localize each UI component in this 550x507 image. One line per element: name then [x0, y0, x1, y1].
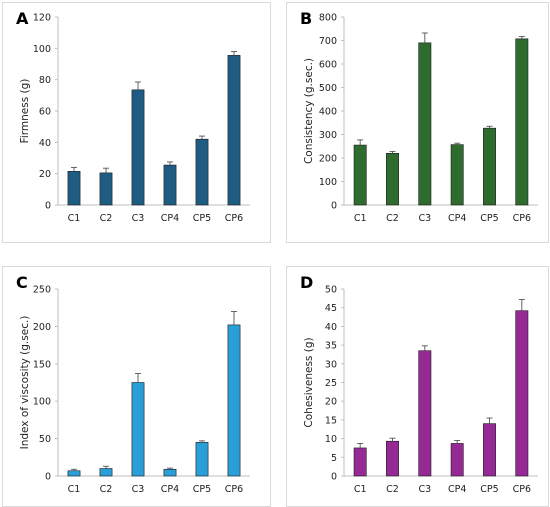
chart-panel-b: B 0 100 200 300 400 500 600 700 800 Consistency (g… [286, 2, 549, 243]
bar-c1 [67, 470, 81, 477]
x-tick-label: CP5 [193, 484, 211, 495]
y-tick-label: 250 [33, 285, 51, 296]
y-axis-label: Firmness (g) [19, 79, 31, 144]
bar-c2 [99, 172, 113, 206]
bar-cp4 [450, 443, 464, 477]
x-tick-label: C3 [418, 484, 431, 495]
y-tick-label: 0 [331, 201, 337, 212]
bar-c3 [418, 42, 432, 206]
x-tick-label: C3 [132, 213, 145, 224]
bar-cp5 [195, 442, 209, 477]
bar-c2 [386, 153, 399, 206]
x-tick-label: C1 [68, 484, 81, 495]
x-tick-label: CP6 [513, 213, 531, 224]
x-tick-label: C2 [386, 213, 399, 224]
x-tick-label: C2 [100, 213, 113, 224]
panel-label: C [16, 273, 28, 292]
panel-label: A [16, 9, 29, 28]
bar-c3 [131, 382, 145, 477]
y-tick-label: 0 [45, 472, 51, 483]
x-tick-label: C1 [354, 213, 367, 224]
y-tick-label: 150 [33, 359, 51, 370]
bar-c3 [131, 89, 145, 206]
y-axis-label: Cohesiveness (g) [303, 337, 315, 427]
y-tick-label: 20 [39, 169, 51, 180]
bar-cp4 [163, 164, 177, 206]
bar-c1 [67, 171, 81, 206]
y-tick-label: 15 [325, 415, 337, 426]
bar-cp6 [515, 38, 529, 206]
x-tick-label: C3 [418, 213, 431, 224]
y-tick-label: 300 [319, 130, 337, 141]
bar-cp4 [163, 468, 177, 477]
x-tick-label: CP6 [225, 484, 243, 495]
y-tick-label: 50 [325, 285, 337, 296]
x-tick-label: CP5 [480, 484, 498, 495]
bar-cp6 [515, 310, 529, 477]
y-tick-label: 700 [319, 36, 337, 47]
y-tick-label: 25 [325, 378, 337, 389]
y-tick-label: 0 [45, 201, 51, 212]
y-tick-label: 40 [325, 322, 337, 333]
chart-panel-c: C 0 50 100 150 200 250 Index of viscosity (g.se… [2, 266, 271, 507]
panel-label: B [300, 9, 312, 28]
x-tick-label: C2 [386, 484, 399, 495]
x-tick-label: C1 [354, 484, 367, 495]
bar-c3 [418, 350, 432, 477]
x-tick-label: CP5 [480, 213, 498, 224]
x-tick-label: C2 [100, 484, 113, 495]
y-tick-label: 35 [325, 341, 337, 352]
bar-cp6 [227, 324, 241, 477]
y-tick-label: 400 [319, 107, 337, 118]
y-tick-label: 80 [39, 75, 51, 86]
x-tick-label: CP4 [161, 213, 179, 224]
y-tick-label: 40 [39, 138, 51, 149]
y-tick-label: 100 [319, 177, 337, 188]
x-tick-label: CP4 [161, 484, 179, 495]
x-tick-label: CP5 [193, 213, 211, 224]
y-tick-label: 30 [325, 359, 337, 370]
y-tick-label: 600 [319, 60, 337, 71]
panel-border [286, 2, 549, 243]
x-tick-label: CP4 [448, 484, 466, 495]
bar-c2 [99, 468, 113, 477]
bar-c1 [353, 447, 367, 477]
bar-cp5 [483, 127, 496, 206]
y-tick-label: 10 [325, 434, 337, 445]
y-axis-label: Consistency (g.sec.) [303, 58, 315, 164]
chart-panel-d: D 0 5 10 15 20 25 30 35 40 45 50 Cohesiveness (g) C1 C… [286, 266, 549, 507]
y-tick-label: 800 [319, 13, 337, 24]
x-tick-label: C1 [68, 213, 81, 224]
y-tick-label: 5 [331, 453, 337, 464]
panel-border [2, 2, 271, 243]
y-tick-label: 200 [33, 322, 51, 333]
bar-cp5 [195, 138, 209, 206]
bar-c1 [353, 144, 367, 206]
bar-cp4 [450, 144, 464, 206]
y-tick-label: 20 [325, 397, 337, 408]
y-tick-label: 120 [33, 13, 51, 24]
chart-panel-a: A 0 20 40 60 80 100 120 Firmness (g) C1 C2 C3 CP4 CP5… [2, 2, 271, 243]
bar-cp6 [227, 55, 241, 206]
panel-label: D [300, 273, 313, 292]
x-tick-label: CP6 [225, 213, 243, 224]
y-tick-label: 60 [39, 107, 51, 118]
y-tick-label: 100 [33, 44, 51, 55]
y-tick-label: 500 [319, 83, 337, 94]
x-tick-label: CP6 [513, 484, 531, 495]
bar-c2 [386, 440, 399, 477]
y-tick-label: 50 [39, 434, 51, 445]
y-axis-label: Index of viscosity (g.sec.) [19, 316, 31, 450]
x-tick-label: CP4 [448, 213, 466, 224]
bar-cp5 [483, 423, 496, 477]
y-tick-label: 100 [33, 397, 51, 408]
y-tick-label: 45 [325, 303, 337, 314]
y-tick-label: 200 [319, 154, 337, 165]
x-tick-label: C3 [132, 484, 145, 495]
y-tick-label: 0 [331, 472, 337, 483]
